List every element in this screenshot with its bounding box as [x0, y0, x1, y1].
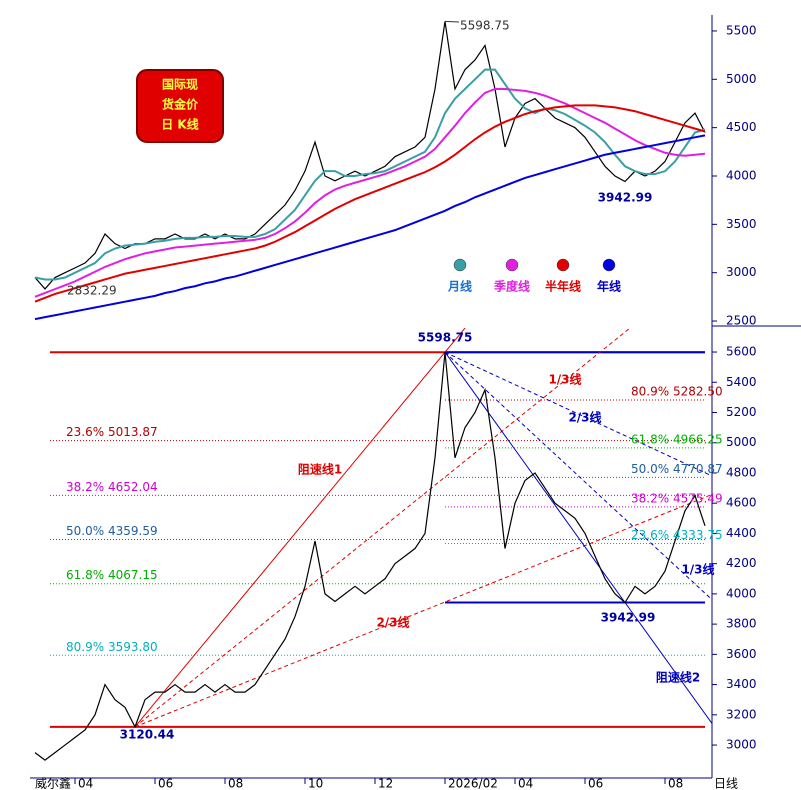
legend-label: 月线 — [447, 279, 472, 294]
fib-value: 3593.80 — [108, 640, 158, 654]
fib-value: 4333.75 — [673, 528, 723, 542]
legend-marker — [602, 258, 616, 272]
fib-ratio: 80.9% — [631, 385, 669, 399]
fib-value: 4770.87 — [673, 462, 723, 476]
low-label: 2832.29 — [67, 284, 117, 298]
x-tick-label: 06 — [158, 777, 173, 790]
legend-label: 半年线 — [545, 279, 581, 294]
legend-label: 年线 — [597, 279, 621, 294]
y-tick-label: 4800 — [726, 465, 757, 479]
fib-ratio: 23.6% — [631, 528, 669, 542]
ma-line — [34, 104, 706, 303]
fib-ratio: 61.8% — [66, 568, 104, 582]
high-label: 5598.75 — [460, 19, 510, 33]
speed-line-label: 1/3线 — [548, 372, 581, 387]
y-tick-label: 3800 — [726, 617, 757, 631]
speed-line-label: 2/3线 — [568, 410, 601, 425]
y-tick-label: 5000 — [726, 72, 757, 86]
leader-line — [444, 20, 460, 23]
x-tick-label: 04 — [78, 777, 93, 790]
fib-ratio: 50.0% — [631, 462, 669, 476]
price-line — [34, 352, 706, 761]
plot-area — [34, 21, 706, 321]
y-tick-label: 5200 — [726, 405, 757, 419]
speed-line-label: 阻速线2 — [656, 670, 700, 685]
fib-ratio: 23.6% — [66, 425, 104, 439]
fib-ratio: 38.2% — [66, 480, 104, 494]
fib-value: 5013.87 — [108, 425, 158, 439]
fib-ratio: 61.8% — [631, 432, 669, 446]
legend-marker — [453, 258, 467, 272]
fib-value: 4966.25 — [673, 432, 723, 446]
ma-line — [34, 87, 706, 298]
fib-value: 4575.49 — [673, 491, 723, 505]
speed-line-label: 阻速线1 — [298, 462, 342, 477]
fib-value: 5282.50 — [673, 385, 723, 399]
y-tick-label: 4000 — [726, 586, 757, 600]
y-tick-label: 3000 — [726, 265, 757, 279]
y-tick-label: 3600 — [726, 647, 757, 661]
fib-value: 4359.59 — [108, 524, 158, 538]
legend-label: 季度线 — [493, 279, 530, 294]
y-tick-label: 4000 — [726, 168, 757, 182]
x-tick-label: 2026/02 — [448, 777, 498, 790]
logo-text: 国际现 — [162, 78, 198, 92]
y-tick-label: 3500 — [726, 217, 757, 231]
y-tick-label: 2500 — [726, 314, 757, 328]
logo-text: 货金价 — [162, 97, 199, 112]
fib-ratio: 50.0% — [66, 524, 104, 538]
logo-text: 日 K线 — [161, 117, 198, 132]
speed-line — [444, 351, 712, 477]
x-axis-label: 日线 — [714, 777, 738, 790]
ma-line — [34, 68, 706, 281]
speed-line — [444, 351, 712, 724]
x-tick-label: 12 — [378, 777, 393, 790]
high-label: 5598.75 — [418, 331, 473, 345]
low-label: 3120.44 — [120, 728, 175, 742]
y-tick-label: 5600 — [726, 345, 757, 359]
speed-line-label: 2/3线 — [376, 615, 409, 630]
x-tick-label: 04 — [518, 777, 533, 790]
watermark: 威尔鑫 — [35, 776, 71, 790]
fib-ratio: 80.9% — [66, 640, 104, 654]
legend-marker — [505, 258, 519, 272]
low-label: 3942.99 — [601, 611, 656, 625]
speed-line — [134, 328, 466, 728]
speed-line — [444, 351, 712, 601]
x-tick-label: 08 — [668, 777, 683, 790]
x-tick-label: 10 — [308, 777, 323, 790]
speed-line — [134, 328, 631, 728]
y-tick-label: 4500 — [726, 120, 757, 134]
y-tick-label: 5500 — [726, 23, 757, 37]
speed-line — [134, 493, 712, 728]
y-tick-label: 4600 — [726, 496, 757, 510]
x-tick-label: 06 — [588, 777, 603, 790]
y-tick-label: 5400 — [726, 375, 757, 389]
plot-area — [34, 328, 712, 761]
fib-value: 4652.04 — [108, 480, 158, 494]
y-tick-label: 4400 — [726, 526, 757, 540]
low-label: 3942.99 — [598, 191, 653, 205]
legend-marker — [556, 258, 570, 272]
y-tick-label: 3000 — [726, 738, 757, 752]
ma-line — [34, 134, 706, 321]
fib-ratio: 38.2% — [631, 491, 669, 505]
y-tick-label: 5000 — [726, 435, 757, 449]
logo-box — [136, 69, 224, 143]
y-tick-label: 3200 — [726, 707, 757, 721]
y-tick-label: 4200 — [726, 556, 757, 570]
fib-value: 4067.15 — [108, 568, 158, 582]
y-tick-label: 3400 — [726, 677, 757, 691]
x-tick-label: 08 — [228, 777, 243, 790]
speed-line-label: 1/3线 — [681, 562, 714, 577]
